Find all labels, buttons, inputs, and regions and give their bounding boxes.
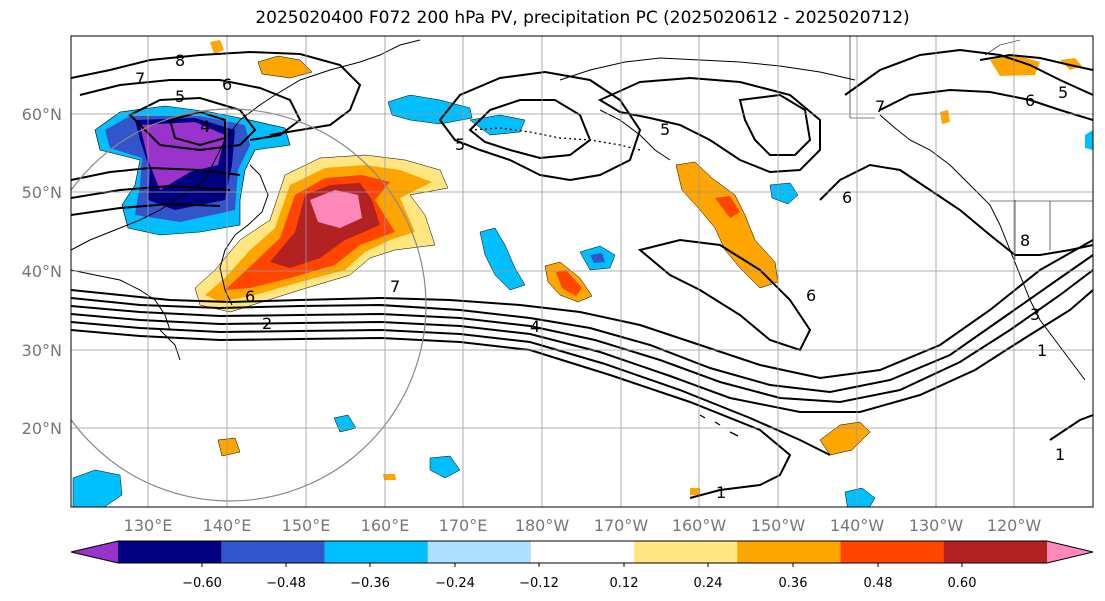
colorbar-box <box>221 541 325 563</box>
lat-label: 60°N <box>22 105 62 124</box>
contour-label: 5 <box>1058 83 1068 102</box>
colorbar-box <box>324 541 429 563</box>
lat-label: 40°N <box>22 262 62 281</box>
lat-labels: 60°N 50°N 40°N 30°N 20°N <box>22 105 62 438</box>
contour-label: 6 <box>806 286 816 305</box>
colorbar-tick-label: −0.24 <box>435 576 475 591</box>
lat-label: 50°N <box>22 183 62 202</box>
colorbar-tick-label: −0.60 <box>182 576 222 591</box>
lon-label: 160°E <box>361 516 410 535</box>
contour-label: 7 <box>135 69 145 88</box>
contour-label: 5 <box>455 135 465 154</box>
plot-frame <box>70 35 1094 508</box>
lon-label: 150°E <box>282 516 331 535</box>
colorbar-box <box>943 541 1048 563</box>
contour-label: 5 <box>175 87 185 106</box>
pv-contours <box>71 48 1093 499</box>
colorbar-box <box>118 541 222 563</box>
lon-label: 160°W <box>672 516 727 535</box>
colorbar-box <box>530 541 635 563</box>
contour-label: 4 <box>530 317 540 336</box>
colorbar-extend-min <box>71 541 118 563</box>
lon-label: 170°W <box>594 516 649 535</box>
colorbar-tick-label: 0.48 <box>864 576 893 591</box>
contour-label: 1 <box>1037 341 1047 360</box>
contour-label: 3 <box>1030 305 1040 324</box>
lon-labels: 130°E 140°E 150°E 160°E 170°E 180°W 170°… <box>124 516 1042 535</box>
colorbar-tick-label: −0.48 <box>266 576 306 591</box>
contour-labels: 8 7 6 5 4 5 5 6 7 6 8 7 6 5 2 4 6 3 1 1 … <box>135 51 1068 502</box>
contour-label: 7 <box>875 97 885 116</box>
colorbar-tick-label: 0.12 <box>610 576 639 591</box>
contour-label: 1 <box>1055 445 1065 464</box>
contour-label: 1 <box>716 483 726 502</box>
lon-label: 130°E <box>124 516 173 535</box>
reference-circle <box>71 108 427 502</box>
lon-label: 120°W <box>987 516 1042 535</box>
colorbar <box>70 540 1094 567</box>
lat-label: 30°N <box>22 341 62 360</box>
colorbar-tick-label: −0.12 <box>519 576 559 591</box>
lat-label: 20°N <box>22 419 62 438</box>
colorbar-box <box>840 541 945 563</box>
coastlines <box>71 36 1093 437</box>
contour-label: 5 <box>660 120 670 139</box>
contour-label: 7 <box>390 277 400 296</box>
lon-label: 130°W <box>909 516 964 535</box>
contour-label: 2 <box>262 314 272 333</box>
contour-label: 8 <box>1020 231 1030 250</box>
colorbar-outline <box>70 540 1094 564</box>
lon-label: 180°W <box>515 516 570 535</box>
lon-label: 150°W <box>751 516 806 535</box>
colorbar-tick-label: 0.36 <box>779 576 808 591</box>
lon-label: 140°W <box>830 516 885 535</box>
precip-shading <box>72 40 1093 507</box>
colorbar-extend-max <box>1047 541 1093 563</box>
contour-label: 6 <box>222 75 232 94</box>
map-title: 2025020400 F072 200 hPa PV, precipitatio… <box>255 8 910 28</box>
colorbar-ticks: −0.60 −0.48 −0.36 −0.24 −0.12 0.12 0.24 … <box>182 576 976 591</box>
gridlines <box>71 36 1093 507</box>
contour-label: 8 <box>175 51 185 70</box>
colorbar-tick-label: 0.24 <box>694 576 723 591</box>
colorbar-tick-label: 0.60 <box>948 576 977 591</box>
colorbar-box <box>634 541 738 563</box>
contour-label: 6 <box>245 287 255 306</box>
contour-label: 6 <box>1025 91 1035 110</box>
contour-label: 6 <box>842 188 852 207</box>
contour-label: 4 <box>200 117 210 136</box>
lon-label: 170°E <box>439 516 488 535</box>
colorbar-box <box>737 541 842 563</box>
lon-label: 140°E <box>203 516 252 535</box>
colorbar-box <box>427 541 532 563</box>
colorbar-tick-label: −0.36 <box>350 576 390 591</box>
